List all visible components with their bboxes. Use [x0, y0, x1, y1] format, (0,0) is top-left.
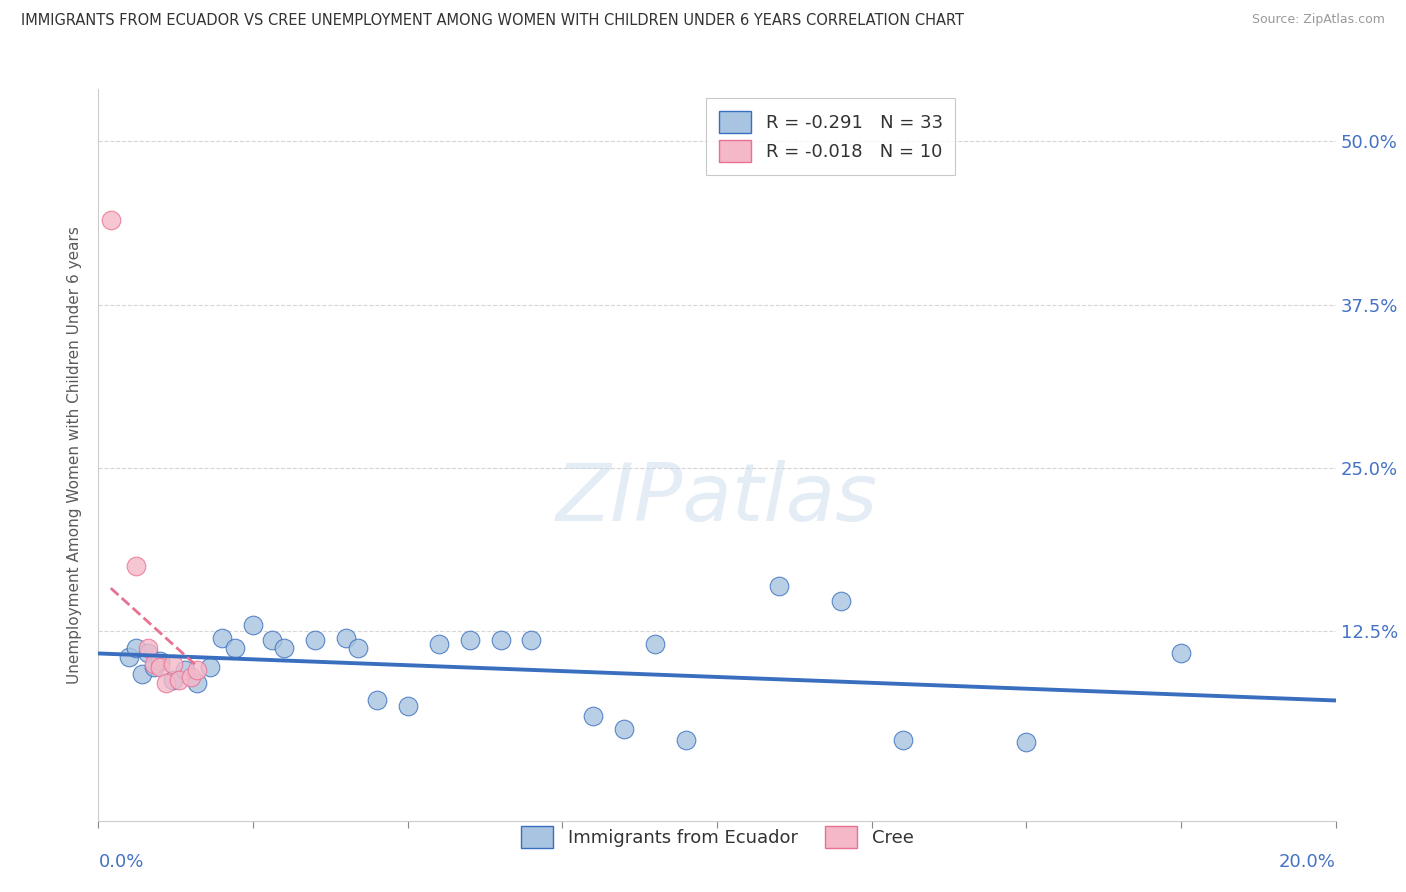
Point: [162, 673, 184, 687]
Point: [143, 659, 166, 673]
Point: [224, 641, 246, 656]
Point: [136, 647, 159, 661]
Point: [149, 654, 172, 668]
Text: ZIPatlas: ZIPatlas: [555, 459, 879, 538]
Point: [768, 578, 790, 592]
Point: [489, 633, 512, 648]
Text: 0.0%: 0.0%: [98, 854, 143, 871]
Point: [124, 558, 146, 573]
Text: Source: ZipAtlas.com: Source: ZipAtlas.com: [1251, 13, 1385, 27]
Point: [347, 641, 370, 656]
Point: [582, 709, 605, 723]
Legend: Immigrants from Ecuador, Cree: Immigrants from Ecuador, Cree: [510, 815, 924, 859]
Point: [1015, 735, 1038, 749]
Text: IMMIGRANTS FROM ECUADOR VS CREE UNEMPLOYMENT AMONG WOMEN WITH CHILDREN UNDER 6 Y: IMMIGRANTS FROM ECUADOR VS CREE UNEMPLOY…: [21, 13, 965, 29]
Point: [162, 657, 184, 671]
Point: [675, 732, 697, 747]
Point: [242, 617, 264, 632]
Point: [143, 657, 166, 671]
Point: [155, 676, 177, 690]
Point: [613, 723, 636, 737]
Point: [186, 676, 208, 690]
Point: [174, 664, 197, 678]
Point: [131, 667, 153, 681]
Point: [186, 664, 208, 678]
Point: [427, 637, 450, 651]
Point: [520, 633, 543, 648]
Point: [260, 633, 283, 648]
Text: 20.0%: 20.0%: [1279, 854, 1336, 871]
Point: [149, 659, 172, 673]
Point: [167, 673, 190, 687]
Y-axis label: Unemployment Among Women with Children Under 6 years: Unemployment Among Women with Children U…: [67, 226, 83, 684]
Point: [644, 637, 666, 651]
Point: [100, 212, 122, 227]
Point: [396, 698, 419, 713]
Point: [830, 594, 852, 608]
Point: [273, 641, 295, 656]
Point: [366, 693, 388, 707]
Point: [180, 670, 202, 684]
Point: [198, 659, 221, 673]
Point: [304, 633, 326, 648]
Point: [136, 641, 159, 656]
Point: [211, 631, 233, 645]
Point: [118, 650, 141, 665]
Point: [1170, 647, 1192, 661]
Point: [458, 633, 481, 648]
Point: [891, 732, 914, 747]
Point: [335, 631, 357, 645]
Point: [124, 641, 146, 656]
